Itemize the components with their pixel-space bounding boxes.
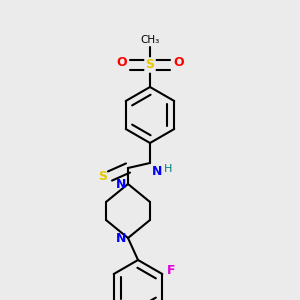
Text: CH₃: CH₃ [140,35,160,45]
Text: F: F [167,265,176,278]
Text: S: S [98,169,107,182]
Text: N: N [116,232,126,244]
Text: N: N [116,178,126,190]
Text: S: S [146,58,154,71]
Text: H: H [164,164,172,174]
Text: O: O [116,56,127,70]
Text: O: O [173,56,184,70]
Text: N: N [152,165,162,178]
